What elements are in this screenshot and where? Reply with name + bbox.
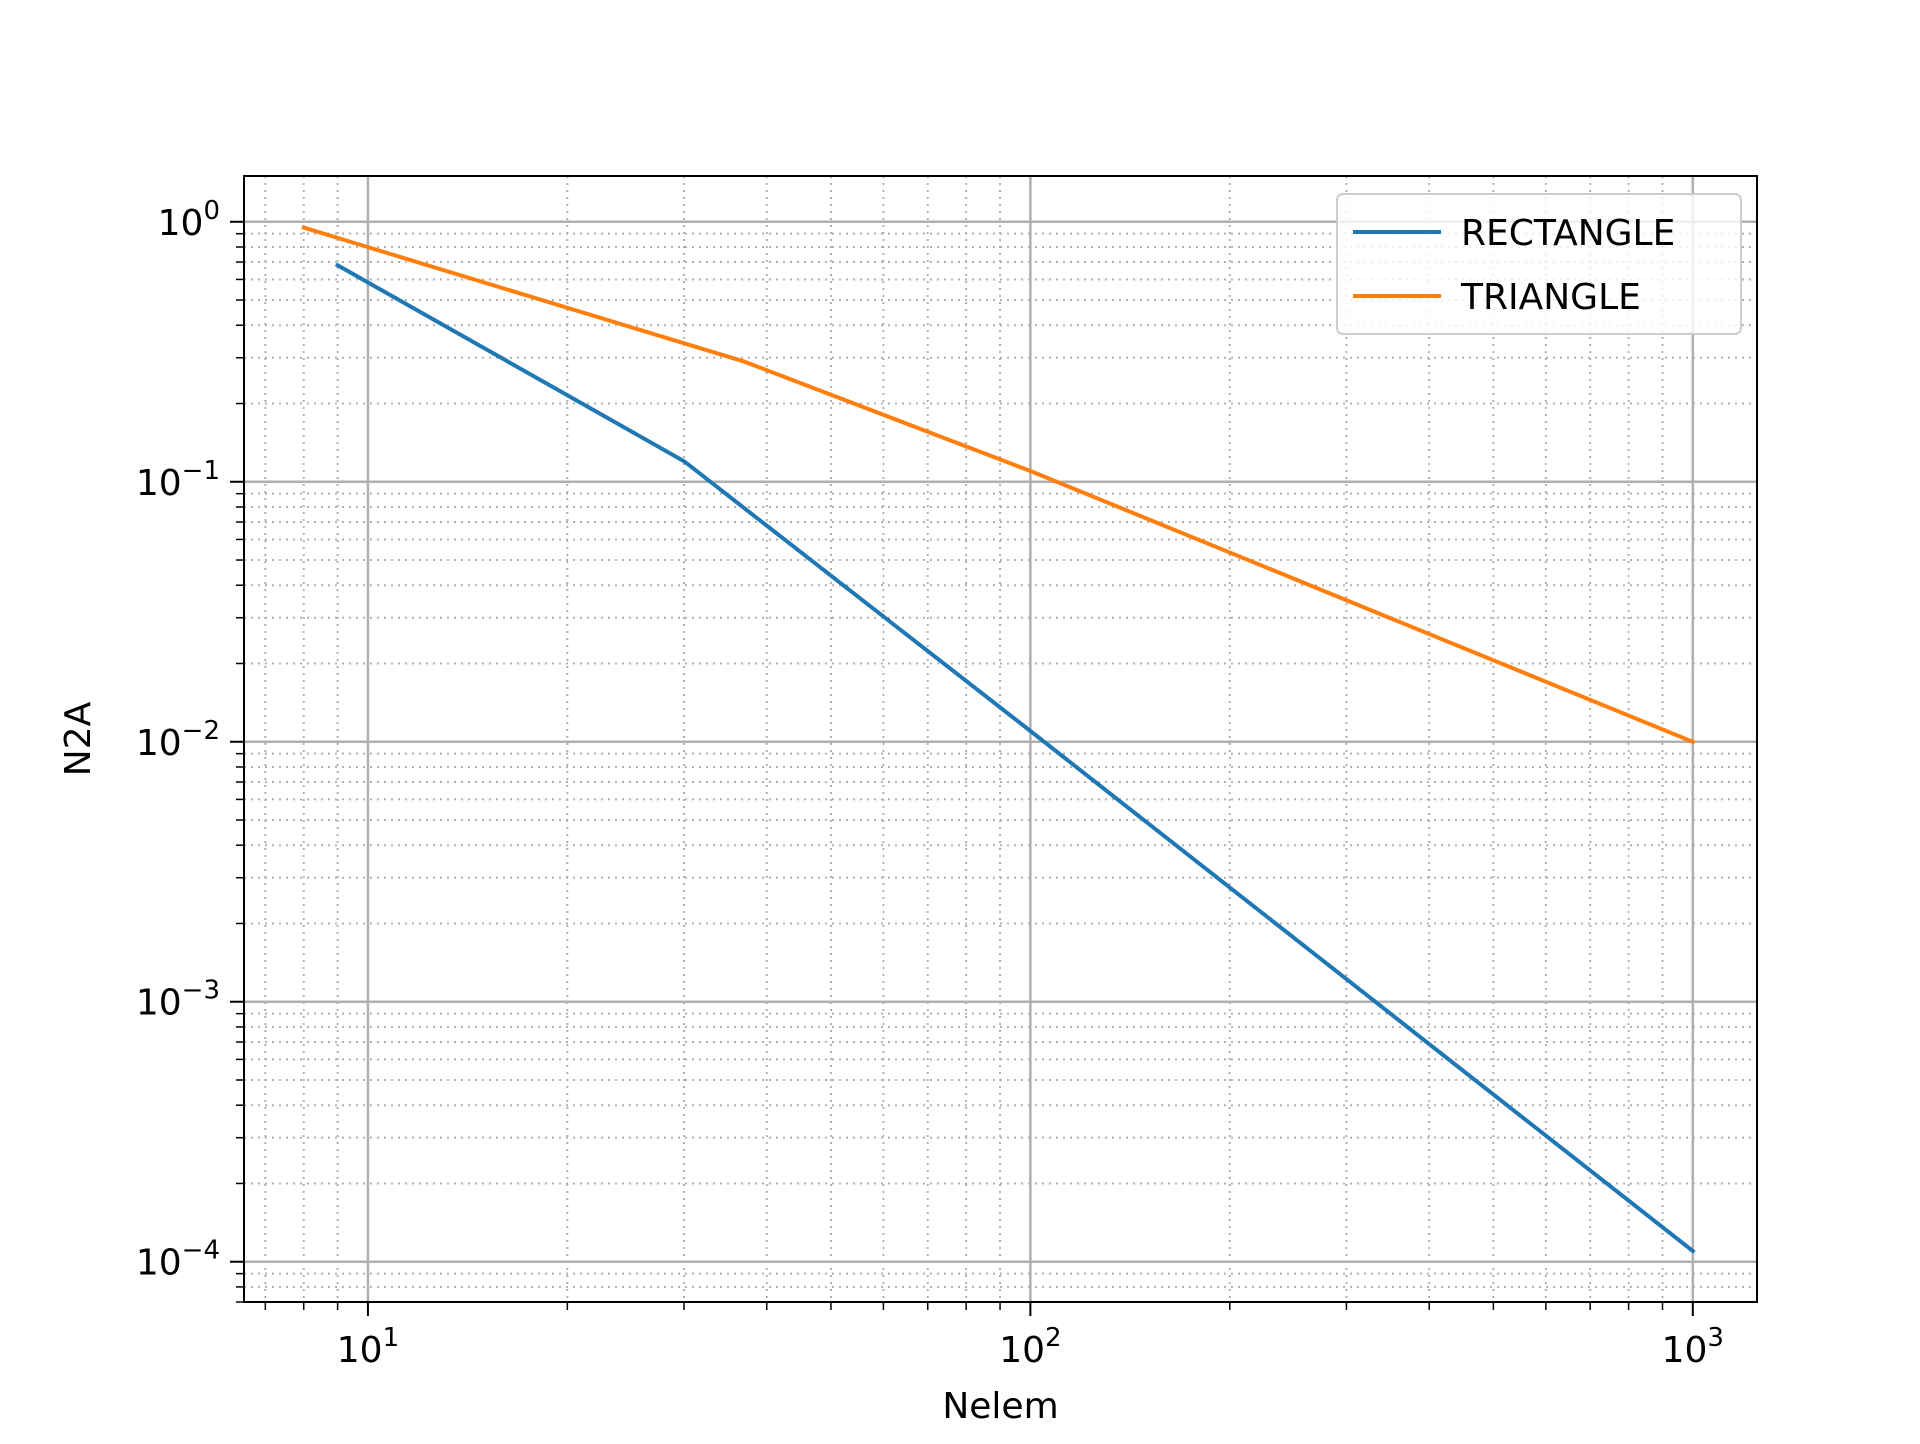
y-tick-label: 100: [158, 196, 220, 244]
series-layer: [304, 227, 1693, 1251]
y-tick-label-base: 10: [136, 1243, 182, 1284]
x-tick-label-exponent: 3: [1707, 1323, 1724, 1353]
legend: RECTANGLE TRIANGLE: [1337, 194, 1741, 334]
y-tick-label-exponent: −3: [182, 976, 220, 1006]
x-tick-label-exponent: 2: [1045, 1323, 1062, 1353]
x-tick-label: 101: [337, 1323, 399, 1371]
y-tick-label-base: 10: [136, 463, 182, 504]
y-tick-label: 10−3: [136, 976, 220, 1024]
y-tick-label-base: 10: [136, 723, 182, 764]
y-tick-label: 10−4: [136, 1236, 220, 1284]
x-tick-label-exponent: 1: [383, 1323, 400, 1353]
y-tick-label: 10−2: [136, 716, 220, 764]
y-tick-label-exponent: 0: [203, 196, 220, 226]
y-tick-label-base: 10: [158, 203, 204, 244]
y-tick-label-exponent: −4: [182, 1236, 220, 1266]
x-tick-label-base: 10: [337, 1330, 383, 1371]
legend-label-rectangle: RECTANGLE: [1461, 213, 1675, 254]
series-line-rectangle: [338, 265, 1693, 1251]
y-tick-label-exponent: −1: [182, 456, 220, 486]
y-tick-label-exponent: −2: [182, 716, 220, 746]
y-tick-label: 10−1: [136, 456, 220, 504]
x-axis-label: Nelem: [942, 1386, 1058, 1427]
y-axis-label: N2A: [58, 701, 99, 776]
x-tick-label: 103: [1662, 1323, 1724, 1371]
x-tick-label-base: 10: [1662, 1330, 1708, 1371]
y-tick-label-base: 10: [136, 983, 182, 1024]
x-tick-label-base: 10: [999, 1330, 1045, 1371]
legend-label-triangle: TRIANGLE: [1460, 277, 1641, 318]
minor-grid: [244, 176, 1757, 1302]
x-tick-label: 102: [999, 1323, 1061, 1371]
